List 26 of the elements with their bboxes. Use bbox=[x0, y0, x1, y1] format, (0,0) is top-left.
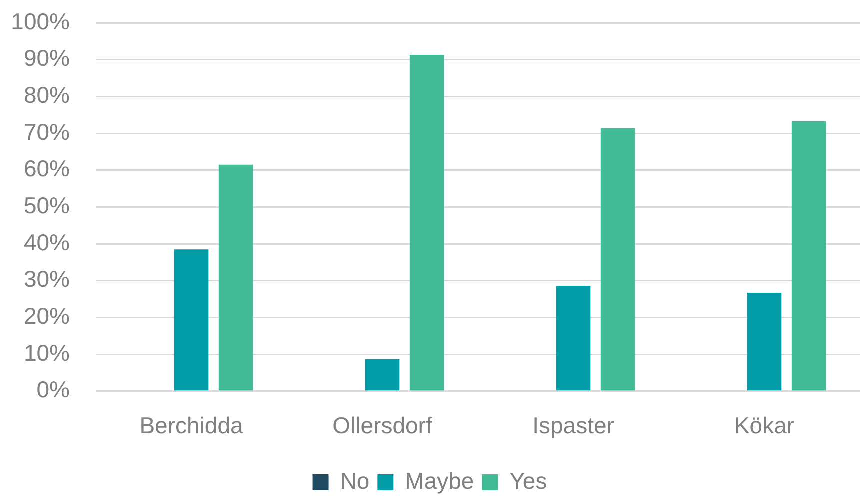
bar bbox=[218, 164, 254, 391]
bar bbox=[600, 128, 636, 391]
bar bbox=[174, 250, 209, 391]
y-tick-label: 0% bbox=[36, 376, 70, 403]
bar bbox=[410, 55, 444, 391]
y-tick-label: 70% bbox=[24, 118, 70, 145]
legend-label: No bbox=[340, 468, 370, 494]
y-tick-label: 60% bbox=[24, 156, 70, 182]
bar bbox=[556, 286, 591, 391]
y-tick-label: 30% bbox=[24, 266, 70, 292]
x-tick-label: Berchidda bbox=[140, 412, 244, 439]
y-tick-label: 40% bbox=[24, 229, 70, 256]
y-tick-label: 10% bbox=[24, 340, 70, 366]
x-tick-label: Ollersdorf bbox=[332, 412, 433, 439]
bar bbox=[747, 293, 782, 391]
bar bbox=[792, 121, 826, 391]
x-tick-label: Ispaster bbox=[532, 412, 615, 439]
legend-label: Yes bbox=[510, 468, 548, 494]
y-tick-label: 90% bbox=[24, 45, 70, 72]
y-tick-label: 50% bbox=[24, 192, 70, 219]
bar bbox=[365, 359, 400, 391]
y-tick-label: 100% bbox=[11, 8, 70, 34]
x-tick-label: Kökar bbox=[734, 412, 795, 439]
y-tick-label: 80% bbox=[24, 82, 70, 108]
legend-label: Maybe bbox=[405, 468, 474, 494]
y-tick-label: 20% bbox=[24, 303, 70, 330]
